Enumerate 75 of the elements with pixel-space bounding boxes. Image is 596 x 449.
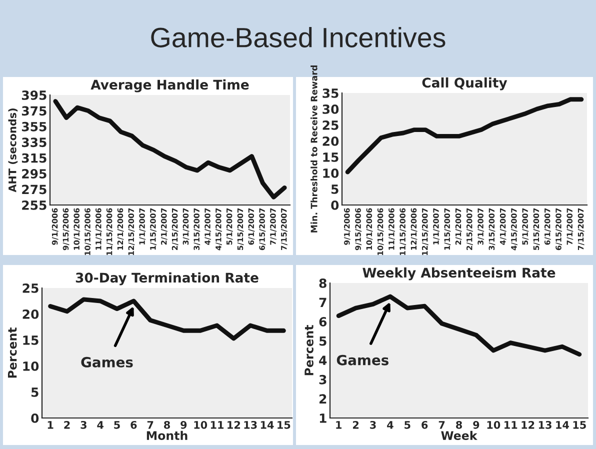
y-tick-label: 25 [22, 283, 38, 293]
x-tick-label: 12 [228, 420, 240, 429]
y-axis-title: Min. Threshold to Receive Reward [310, 66, 318, 232]
x-axis-title: Week [441, 430, 478, 440]
y-tick-label: 2 [320, 394, 326, 404]
x-tick-label: 9 [473, 420, 480, 429]
chart-title: Average Handle Time [90, 79, 249, 92]
y-tick-label: 20 [22, 309, 39, 319]
chart-title: Weekly Absenteeism Rate [362, 267, 556, 280]
y-tick-label: 15 [23, 336, 38, 345]
x-tick-label: 11 [504, 421, 518, 429]
x-tick-label: 2 [64, 420, 70, 429]
x-tick-label: 8 [164, 420, 170, 429]
y-tick-label: 10 [323, 168, 339, 178]
line-series [53, 99, 287, 200]
x-tick-label: 2 [353, 420, 359, 429]
x-tick-label: 1 [48, 421, 54, 429]
y-tick-label: 275 [22, 184, 46, 194]
y-tick-label: 7 [319, 298, 326, 308]
y-tick-label: 3 [319, 374, 326, 384]
y-tick-label: 8 [319, 278, 326, 288]
x-tick-label: 14 [260, 421, 274, 429]
y-tick-label: 20 [322, 136, 339, 146]
y-tick-label: 5 [31, 388, 38, 397]
x-tick-label: 14 [556, 421, 569, 429]
y-tick-label: 30 [322, 104, 339, 114]
line-series [48, 297, 286, 341]
x-tick-label: 6 [130, 420, 137, 429]
x-tick-label: 11 [210, 421, 224, 429]
x-tick-label: 12 [522, 420, 534, 429]
x-tick-label: 4 [387, 421, 394, 429]
text: Game-Based Incentives [151, 27, 446, 48]
y-tick-label: 395 [22, 90, 46, 100]
x-tick-label: 7 [438, 421, 445, 429]
annotation: Games [336, 354, 388, 366]
y-tick-label: 35 [322, 88, 338, 98]
y-tick-label: 335 [22, 138, 46, 148]
x-tick-label: 5 [114, 421, 120, 429]
y-tick-label: 0 [331, 200, 339, 210]
x-tick-label: 3 [80, 420, 86, 429]
y-tick-label: 6 [319, 317, 327, 326]
y-tick-label: 5 [331, 184, 338, 194]
y-tick-label: 15 [323, 152, 338, 162]
y-axis-title: AHT (seconds) [8, 108, 18, 192]
y-tick-label: 25 [322, 120, 338, 130]
y-tick-label: 355 [22, 122, 46, 132]
y-axis-title: Percent [304, 325, 314, 376]
y-tick-label: 1 [320, 414, 326, 423]
x-tick-label: 10 [487, 420, 500, 429]
x-tick-label: 4 [97, 421, 104, 429]
y-tick-label: 315 [22, 153, 46, 163]
x-tick-label: 6 [422, 420, 428, 429]
x-tick-label: 10 [194, 420, 208, 429]
y-tick-label: 4 [319, 356, 327, 365]
y-tick-label: 255 [22, 200, 46, 210]
chart-title: 30-Day Termination Rate [76, 272, 258, 286]
y-tick-label: 375 [22, 106, 46, 116]
y-tick-label: 5 [319, 336, 326, 346]
y-tick-label: 0 [31, 413, 39, 423]
x-tick-label: 15 [573, 421, 586, 429]
line-series [345, 97, 584, 174]
x-tick-label: 3 [370, 420, 376, 429]
chart-title: Call Quality [422, 77, 508, 90]
y-tick-label: 295 [22, 169, 46, 178]
y-axis-title: Percent [8, 328, 17, 378]
x-tick-label: 5 [404, 421, 410, 429]
x-tick-label: 15 [278, 421, 290, 429]
x-tick-label: 13 [538, 420, 552, 429]
x-tick-label: 13 [244, 420, 257, 429]
y-tick-label: 10 [23, 361, 39, 371]
x-tick-label: 8 [456, 420, 462, 429]
x-tick-label: 9 [180, 420, 187, 429]
annotation: Games [81, 356, 133, 368]
x-axis-title: Month [146, 430, 188, 440]
x-tick-label: 7 [147, 421, 154, 429]
